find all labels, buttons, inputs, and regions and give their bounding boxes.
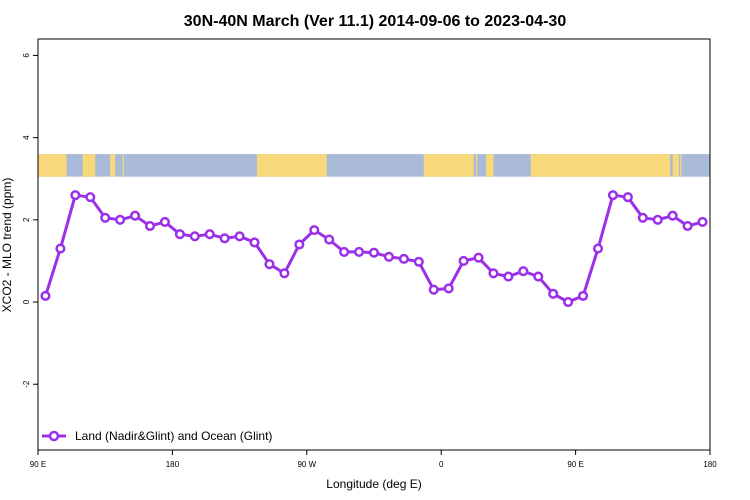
- land-segment: [423, 154, 474, 177]
- plot-area-frame: [37, 38, 711, 451]
- land-segment: [257, 154, 327, 177]
- data-point: [563, 296, 574, 308]
- land-segment: [530, 154, 671, 177]
- data-point: [339, 246, 350, 257]
- x-tick-label: 180: [166, 460, 180, 469]
- data-point: [115, 214, 126, 225]
- data-point: [578, 290, 589, 301]
- data-point: [443, 283, 454, 294]
- data-point: [219, 233, 230, 244]
- data-point: [354, 246, 365, 257]
- data-point: [518, 266, 529, 277]
- data-point: [413, 256, 424, 267]
- data-point: [368, 247, 380, 258]
- data-point: [607, 190, 618, 201]
- data-point: [383, 251, 394, 262]
- data-point: [40, 290, 51, 301]
- data-point: [652, 214, 663, 225]
- data-point: [428, 284, 439, 295]
- data-point: [70, 190, 81, 201]
- data-point: [144, 220, 156, 232]
- y-tick-label: 0: [22, 299, 31, 304]
- data-point: [204, 229, 215, 240]
- axes: 90 E 180 90 W 0 90 E 180 -2 0 2 4 6: [22, 53, 717, 469]
- data-point: [279, 268, 290, 279]
- world-map-band: [38, 154, 710, 177]
- land-segment: [38, 154, 67, 177]
- data-point: [682, 220, 693, 232]
- legend-circle-marker: [48, 430, 60, 442]
- data-point: [85, 192, 96, 203]
- data-point: [488, 268, 499, 279]
- data-point: [473, 252, 484, 263]
- chart-title: 30N-40N March (Ver 11.1) 2014-09-06 to 2…: [184, 13, 567, 30]
- x-tick-label: 90 E: [567, 460, 583, 469]
- land-segment: [122, 154, 124, 177]
- data-point: [189, 231, 200, 242]
- y-tick-label: -2: [22, 380, 31, 388]
- land-segment: [82, 154, 96, 177]
- data-point: [159, 216, 170, 227]
- land-segment: [110, 154, 116, 177]
- data-point: [533, 271, 544, 282]
- data-series: [40, 190, 708, 308]
- land-segment: [486, 154, 494, 177]
- data-point: [324, 234, 335, 245]
- data-point: [55, 243, 66, 254]
- legend-label: Land (Nadir&Glint) and Ocean (Glint): [75, 429, 272, 443]
- x-axis-label: Longitude (deg E): [326, 477, 421, 491]
- y-tick-label: 2: [22, 217, 31, 222]
- data-point: [548, 288, 559, 299]
- y-tick-label: 4: [22, 135, 31, 140]
- land-segment: [680, 154, 682, 177]
- data-point: [622, 192, 633, 203]
- data-point: [264, 259, 275, 270]
- x-tick-label: 0: [439, 460, 444, 469]
- x-tick-label: 90 W: [297, 460, 316, 469]
- data-point: [458, 255, 469, 266]
- land-segment: [476, 154, 478, 177]
- data-point: [100, 212, 111, 223]
- data-point: [667, 210, 678, 221]
- data-point: [234, 231, 245, 242]
- data-point: [294, 239, 305, 250]
- data-point: [398, 253, 409, 264]
- data-point: [637, 212, 648, 223]
- y-axis-label: XCO2 - MLO trend (ppm): [0, 178, 14, 313]
- legend: Land (Nadir&Glint) and Ocean (Glint): [42, 429, 272, 443]
- data-point: [249, 237, 260, 248]
- data-point: [697, 216, 708, 227]
- x-tick-label: 90 E: [30, 460, 46, 469]
- data-point: [309, 225, 320, 236]
- data-point: [503, 271, 514, 282]
- data-point: [174, 229, 185, 240]
- data-point: [592, 243, 604, 254]
- x-tick-label: 180: [703, 460, 717, 469]
- y-tick-label: 6: [22, 53, 31, 58]
- land-segment: [672, 154, 679, 177]
- data-point: [130, 210, 141, 221]
